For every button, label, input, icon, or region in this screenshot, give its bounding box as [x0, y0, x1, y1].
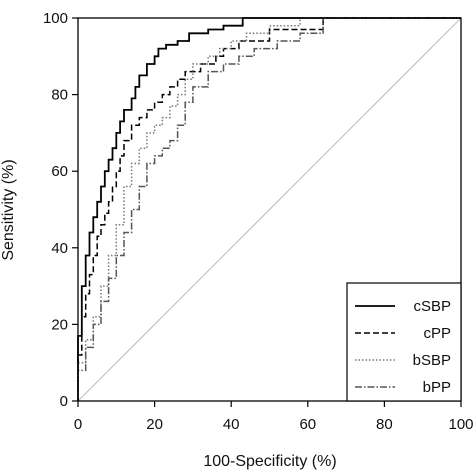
axes-layer: 0 20 40 60 80 100 0 20 40 60 80 100 — [43, 10, 474, 433]
y-tick-label: 80 — [51, 87, 68, 104]
series-line-cpp — [77, 17, 461, 401]
x-tick-label: 40 — [223, 416, 240, 433]
x-tick-label: 100 — [448, 416, 473, 433]
legend-label-bsbp: bSBP — [413, 352, 451, 369]
y-tick-label: 0 — [60, 393, 68, 410]
x-tick-label: 0 — [74, 416, 82, 433]
legend-label-cpp: cPP — [423, 325, 451, 342]
y-axis-label: Sensitivity (%) — [0, 159, 17, 260]
legend-box — [346, 282, 462, 402]
legend-label-csbp: cSBP — [413, 298, 451, 315]
series-line-bsbp — [77, 17, 461, 401]
y-tick-label: 100 — [43, 10, 68, 27]
y-tick-label: 20 — [51, 316, 68, 333]
x-tick-label: 20 — [146, 416, 163, 433]
legend-label-bpp: bPP — [423, 379, 451, 396]
y-tick-label: 60 — [51, 163, 68, 180]
reference-diagonal-layer — [77, 17, 462, 402]
series-line-bpp — [77, 17, 461, 401]
reference-diagonal-line — [77, 17, 462, 402]
series-line-csbp — [77, 17, 461, 401]
plot-frame — [77, 17, 462, 402]
x-axis-label: 100-Specificity (%) — [203, 453, 336, 470]
legend: cSBP cPP bSBP bPP — [346, 282, 462, 402]
series-layer — [77, 17, 461, 401]
x-tick-label: 60 — [299, 416, 316, 433]
y-tick-label: 40 — [51, 240, 68, 257]
x-tick-label: 80 — [376, 416, 393, 433]
